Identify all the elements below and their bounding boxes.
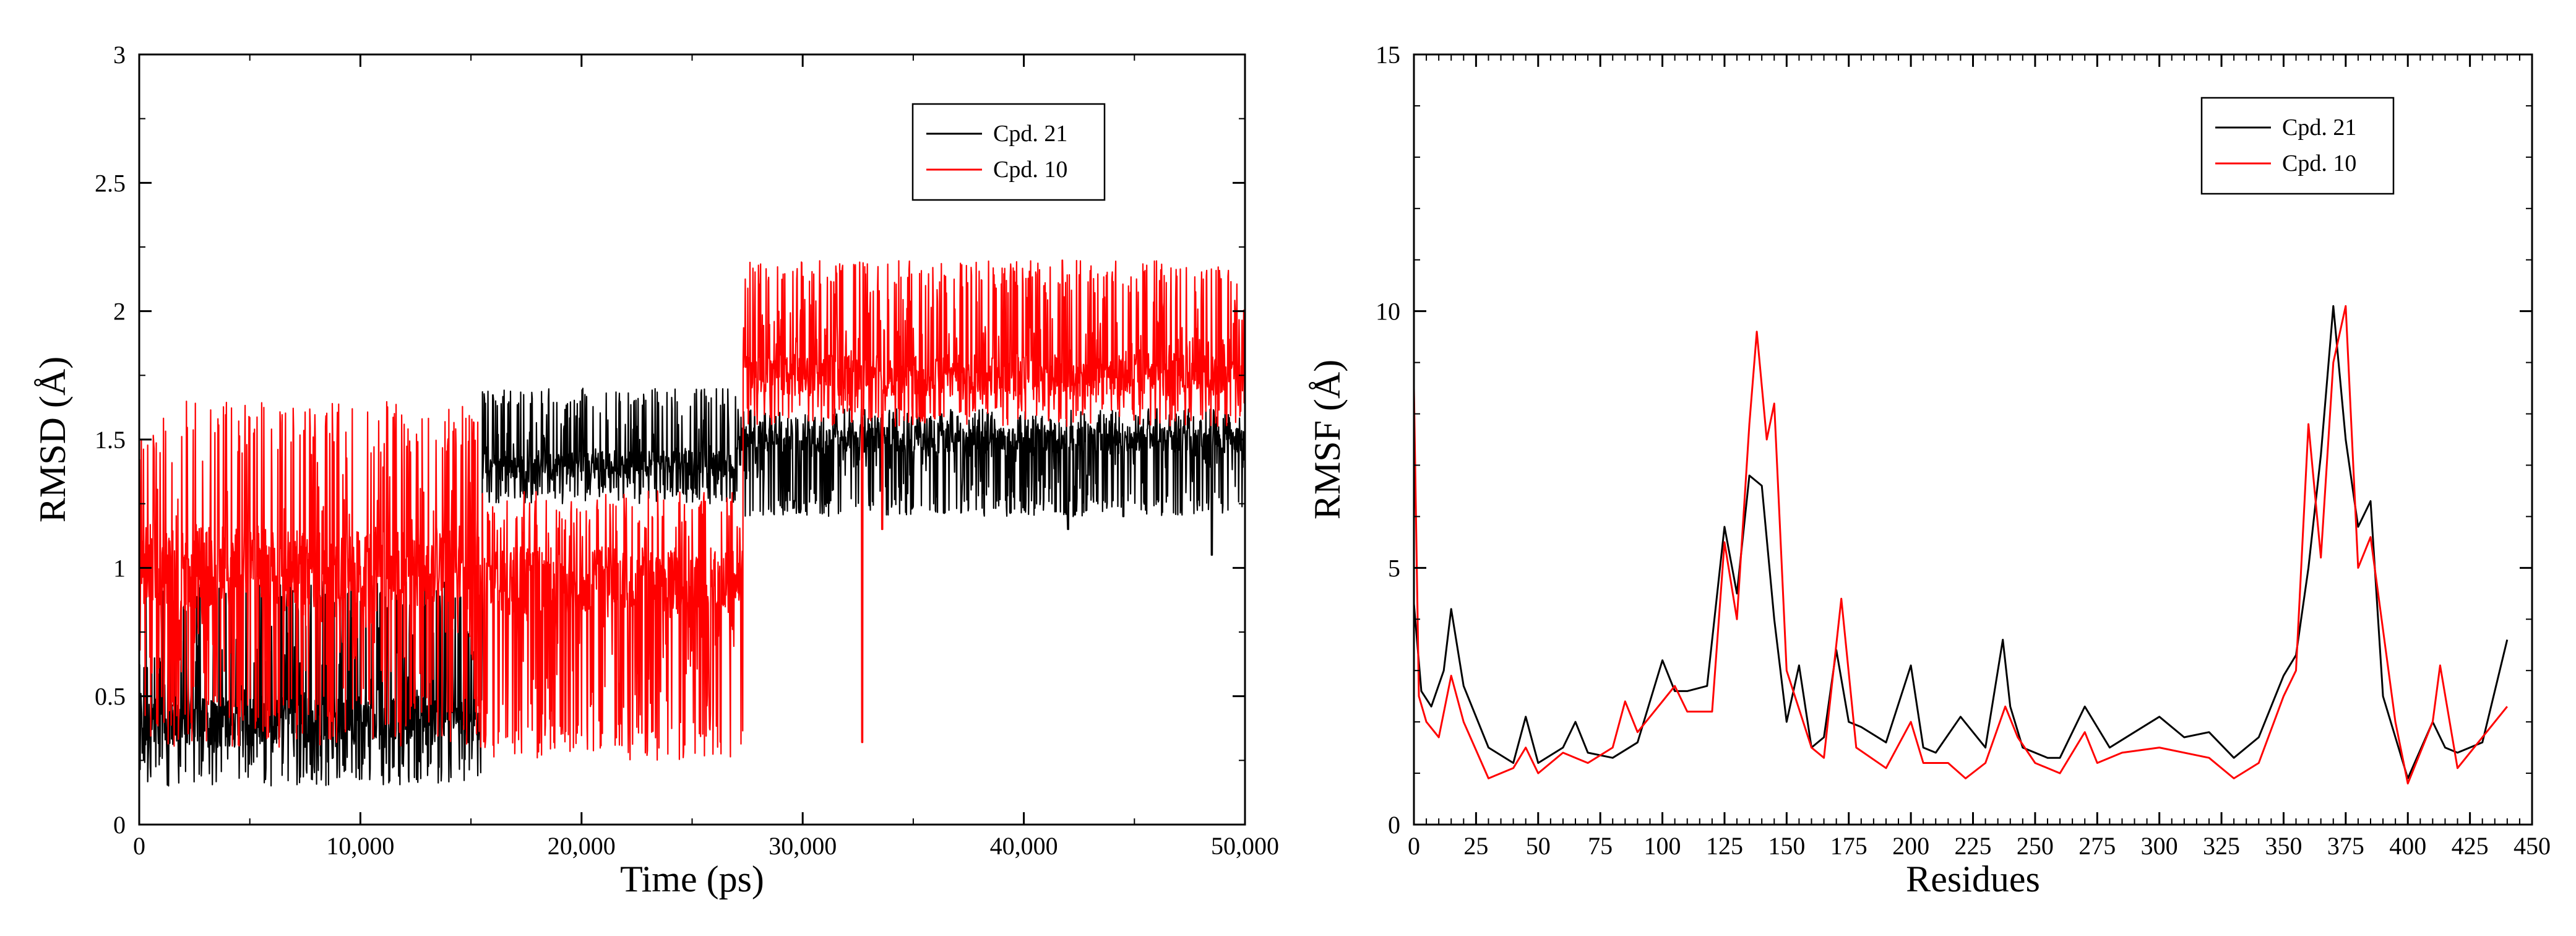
rmsd-x-tick-label: 10,000 — [326, 832, 394, 860]
rmsf-series-cpd21 — [1413, 305, 2509, 779]
rmsd-x-tick-label: 0 — [133, 832, 145, 860]
rmsf-x-tick-label: 25 — [1463, 832, 1488, 860]
rmsf-x-tick-label: 75 — [1588, 832, 1613, 860]
rmsf-x-axis-title: Residues — [1906, 859, 2040, 899]
rmsd-y-tick-label: 3 — [113, 41, 126, 69]
rmsf-series-cpd10 — [1413, 305, 2508, 785]
rmsf-x-tick-label: 425 — [2452, 832, 2489, 860]
rmsd-x-tick-label: 30,000 — [769, 832, 837, 860]
rmsf-legend-label-cpd10: Cpd. 10 — [2282, 150, 2356, 176]
rmsd-legend-label-cpd21: Cpd. 21 — [993, 121, 1067, 147]
rmsf-series-layer — [1413, 305, 2509, 785]
rmsd-x-tick-label: 40,000 — [990, 832, 1058, 860]
rmsf-x-tick-label: 0 — [1408, 832, 1420, 860]
rmsd-legend: Cpd. 21 Cpd. 10 — [911, 103, 1106, 201]
rmsf-x-tick-label: 400 — [2389, 832, 2426, 860]
rmsf-y-tick-label: 15 — [1376, 41, 1400, 69]
rmsf-x-tick-label: 250 — [2017, 832, 2054, 860]
rmsd-y-tick-label: 0 — [113, 811, 126, 839]
rmsf-x-tick-label: 100 — [1644, 832, 1681, 860]
rmsd-legend-label-cpd10: Cpd. 10 — [993, 157, 1067, 183]
rmsf-x-tick-label: 375 — [2327, 832, 2364, 860]
rmsf-y-tick-label: 0 — [1388, 811, 1400, 839]
rmsf-x-tick-label: 225 — [1955, 832, 1992, 860]
rmsf-x-tick-label: 150 — [1768, 832, 1805, 860]
rmsd-y-tick-label: 1 — [113, 554, 126, 582]
rmsf-x-tick-label: 50 — [1526, 832, 1551, 860]
rmsd-y-tick-label: 0.5 — [95, 683, 126, 711]
rmsf-y-tick-label: 10 — [1376, 298, 1400, 326]
rmsd-series-layer — [138, 259, 1246, 787]
rmsd-x-axis-title: Time (ps) — [620, 859, 764, 899]
rmsf-x-tick-label: 275 — [2078, 832, 2116, 860]
rmsf-x-tick-label: 125 — [1706, 832, 1743, 860]
rmsd-panel: 0 10,000 20,000 30,000 40,000 50,000 0 0.5 1 1.5 2… — [32, 41, 1279, 899]
rmsd-axis-ticks: 0 10,000 20,000 30,000 40,000 50,000 0 0.5 1 1.5 2… — [95, 41, 1279, 860]
rmsd-y-tick-label: 1.5 — [95, 426, 126, 454]
rmsd-series-cpd10 — [138, 259, 1246, 761]
rmsf-legend: Cpd. 21 Cpd. 10 — [2200, 97, 2395, 195]
rmsd-x-tick-label: 20,000 — [548, 832, 616, 860]
rmsf-x-tick-label: 200 — [1892, 832, 1929, 860]
rmsf-axis-ticks: 0 25 50 75 100 125 150 175 200 225 250 275 300 325 350… — [1376, 41, 2551, 860]
rmsd-legend-box — [911, 103, 1106, 201]
rmsf-y-tick-label: 5 — [1388, 554, 1400, 582]
rmsf-y-axis-title: RMSF (Å) — [1307, 360, 1348, 519]
rmsd-y-tick-label: 2 — [113, 298, 126, 326]
rmsd-y-tick-label: 2.5 — [95, 169, 126, 197]
rmsf-legend-box — [2200, 97, 2395, 195]
rmsf-x-tick-label: 175 — [1830, 832, 1867, 860]
rmsd-x-tick-label: 50,000 — [1211, 832, 1279, 860]
rmsf-panel: 0 25 50 75 100 125 150 175 200 225 250 275 300 325 350… — [1307, 41, 2551, 899]
rmsd-y-axis-title: RMSD (Å) — [32, 357, 73, 522]
rmsf-x-tick-label: 450 — [2514, 832, 2551, 860]
rmsf-x-tick-label: 325 — [2203, 832, 2240, 860]
rmsf-legend-label-cpd21: Cpd. 21 — [2282, 115, 2356, 141]
rmsf-x-tick-label: 350 — [2265, 832, 2302, 860]
rmsf-x-tick-label: 300 — [2141, 832, 2178, 860]
